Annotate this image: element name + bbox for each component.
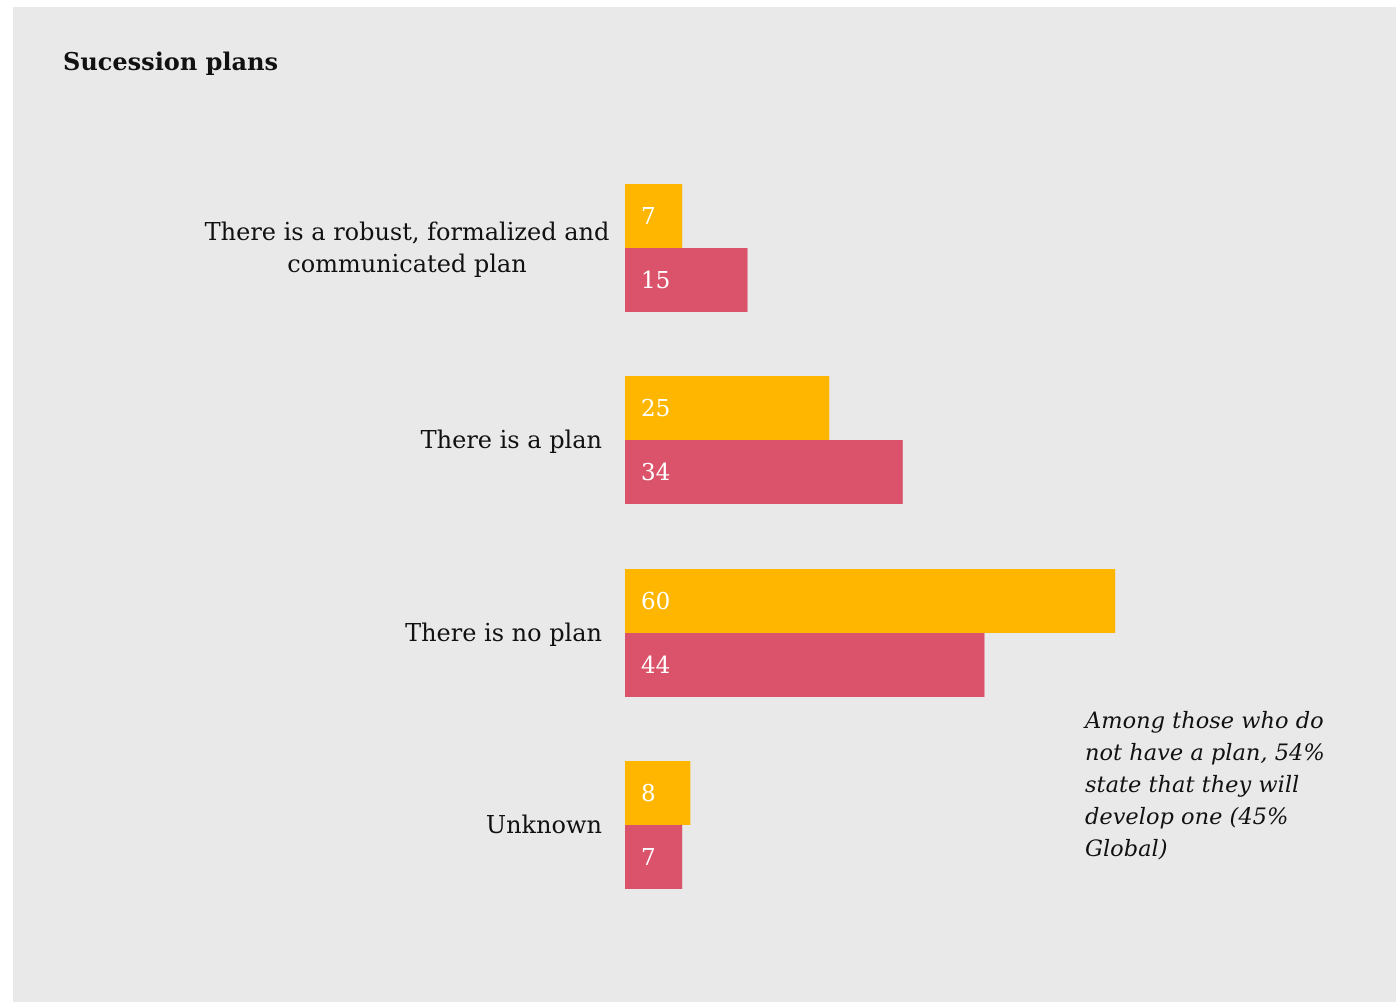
bar (625, 633, 985, 697)
bar-value-label: 25 (641, 396, 670, 422)
bar-value-label: 44 (641, 653, 670, 679)
bar-value-label: 34 (641, 460, 670, 486)
bar (625, 761, 691, 825)
bar-value-label: 7 (641, 204, 656, 230)
bar (625, 825, 683, 889)
bar (625, 184, 683, 248)
chart-panel (13, 7, 1396, 1002)
bar-value-label: 8 (641, 781, 656, 807)
category-label: communicated plan (287, 250, 526, 278)
bar-value-label: 60 (641, 589, 670, 615)
bar-value-label: 7 (641, 845, 656, 871)
category-label: Unknown (486, 811, 602, 839)
bar (625, 440, 903, 504)
chart-title: Sucession plans (63, 47, 279, 76)
category-label: There is a plan (421, 426, 602, 454)
bar (625, 248, 748, 312)
chart-annotation: Among those who do not have a plan, 54% … (1085, 708, 1325, 862)
bar (625, 376, 830, 440)
bar-value-label: 15 (641, 268, 670, 294)
category-label: There is no plan (405, 619, 602, 647)
bar (625, 569, 1116, 633)
category-label: There is a robust, formalized and (205, 218, 610, 246)
